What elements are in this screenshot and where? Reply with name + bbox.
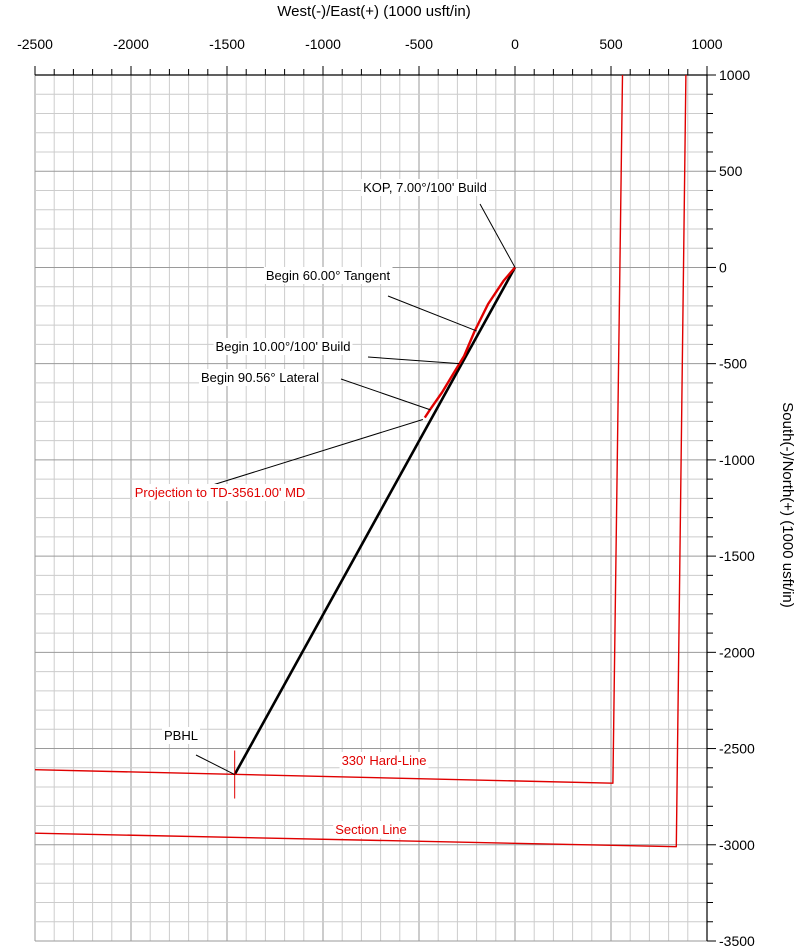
y-tick-label: -1000: [719, 452, 755, 468]
annotation-leader: [195, 754, 235, 775]
y-tick-label: -2000: [719, 644, 755, 660]
y-tick-label: 1000: [719, 67, 750, 83]
x-tick-label: -2000: [113, 36, 149, 52]
annotation-label: Begin 90.56° Lateral: [201, 370, 319, 385]
y-tick-label: -2500: [719, 741, 755, 757]
annotation-label: PBHL: [164, 728, 198, 743]
plot-frame: [35, 74, 708, 941]
annotation-leader: [367, 356, 460, 365]
series-well-path: [233, 266, 517, 776]
x-tick-label: -500: [405, 36, 433, 52]
series-330-hard-line: [34, 74, 624, 784]
annotation-label: Begin 10.00°/100' Build: [216, 339, 351, 354]
series-section-line: [34, 74, 687, 848]
annotation-label: Projection to TD-3561.00' MD: [135, 485, 306, 500]
annotation-label-bg: [199, 369, 322, 386]
annotation-label-bg: [333, 821, 409, 838]
annotation-label: KOP, 7.00°/100' Build: [363, 180, 487, 195]
annotation-label-bg: [162, 727, 200, 744]
y-tick-label: 0: [719, 259, 727, 275]
x-tick-label: -2500: [17, 36, 53, 52]
annotation-leader: [479, 203, 516, 268]
annotation-leader: [202, 418, 423, 489]
y-tick-label: -3000: [719, 837, 755, 853]
axis-ticks: -2500 -2000 -1500 -1000 -500 0 500 1000 1000 500 0…: [17, 36, 755, 946]
annotation-label: Begin 60.00° Tangent: [266, 268, 391, 283]
x-axis-title: West(-)/East(+) (1000 usft/in): [277, 3, 471, 20]
annotation-labels: KOP, 7.00°/100' Build Begin 60.00° Tangen…: [132, 179, 489, 838]
x-tick-label: -1500: [209, 36, 245, 52]
annotation-leaders: [195, 203, 516, 775]
y-tick-label: -3500: [719, 933, 755, 946]
plot-series: [34, 74, 687, 848]
annotation-label-bg: [339, 752, 429, 769]
x-tick-label: 0: [511, 36, 519, 52]
series-actual-survey: [423, 266, 516, 419]
y-tick-label: -1500: [719, 548, 755, 564]
y-tick-label: 500: [719, 163, 743, 179]
x-tick-label: 1000: [691, 36, 722, 52]
annotation-label-bg: [263, 267, 393, 284]
y-tick-label: -500: [719, 356, 747, 372]
annotation-label: 330' Hard-Line: [342, 753, 427, 768]
x-tick-label: 500: [599, 36, 623, 52]
plot-grid: [34, 74, 708, 942]
x-tick-label: -1000: [305, 36, 341, 52]
annotation-label-bg: [361, 179, 489, 196]
annotation-leader: [340, 378, 431, 411]
annotation-label-bg: [213, 338, 353, 355]
annotation-label-bg: [132, 484, 308, 501]
annotation-leader: [387, 295, 477, 332]
y-axis-title: South(-)/North(+) (1000 usft/in): [779, 402, 796, 608]
annotation-label: Section Line: [335, 822, 407, 837]
